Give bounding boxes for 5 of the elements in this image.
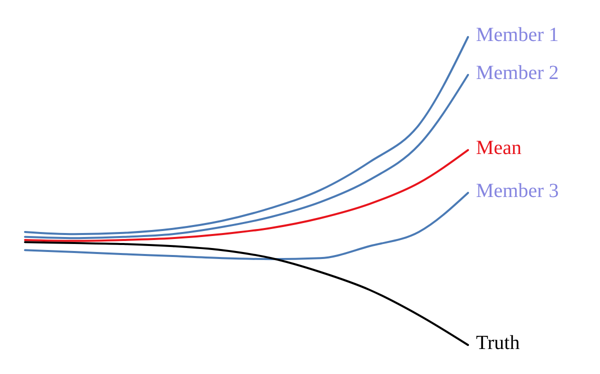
series-label: Mean [476,137,522,160]
series-label: Member 2 [476,62,559,84]
series-label: Member 3 [476,180,559,202]
series-label: Truth [476,332,520,354]
series-label: Member 1 [476,24,559,46]
